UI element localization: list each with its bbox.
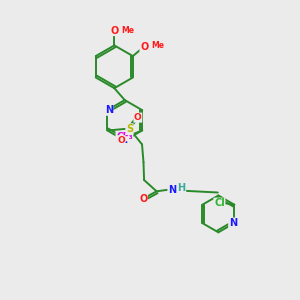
Text: O: O (110, 26, 118, 35)
Text: N: N (105, 105, 113, 115)
Text: O: O (140, 42, 148, 52)
Text: N: N (168, 185, 176, 195)
Text: Cl: Cl (214, 198, 225, 208)
Text: Me: Me (151, 40, 164, 50)
Text: O: O (117, 136, 125, 145)
Text: O: O (134, 113, 142, 122)
Text: Me: Me (121, 26, 134, 35)
Text: CF₃: CF₃ (116, 132, 133, 141)
Text: S: S (126, 124, 133, 134)
Text: N: N (119, 136, 127, 146)
Text: N: N (229, 218, 237, 228)
Text: O: O (139, 194, 147, 204)
Text: H: H (178, 183, 186, 193)
